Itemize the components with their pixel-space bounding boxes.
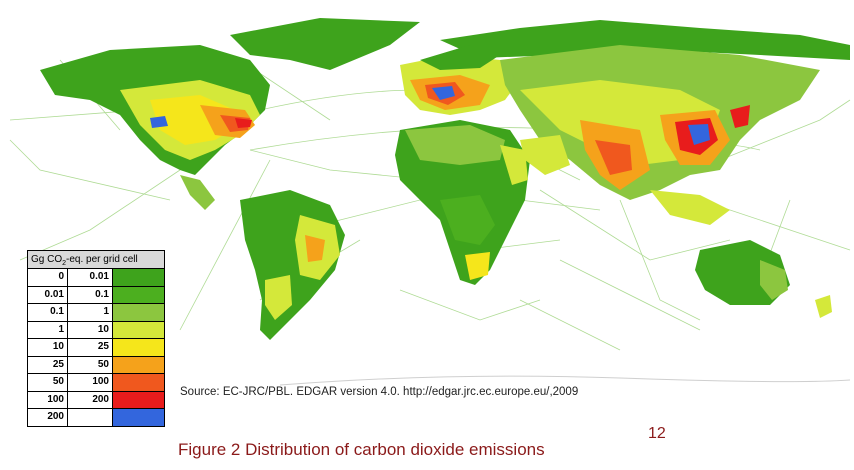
- legend-range-to: 1: [68, 304, 113, 321]
- legend-row: 1 10: [28, 321, 164, 339]
- legend-range-from: 1: [28, 321, 68, 338]
- antarctica-outline: [279, 375, 851, 386]
- legend-range-to: 25: [68, 339, 113, 356]
- legend-range-to: 50: [68, 356, 113, 373]
- asia: [500, 45, 820, 225]
- legend-range-from: 0.1: [28, 304, 68, 321]
- europe: [400, 45, 520, 115]
- africa: [395, 120, 530, 285]
- legend-row: 10 25: [28, 339, 164, 357]
- figure-caption: Figure 2 Distribution of carbon dioxide …: [178, 440, 545, 459]
- legend-range-from: 100: [28, 391, 68, 408]
- legend-range-to: 0.1: [68, 286, 113, 303]
- legend-row: 0 0.01: [28, 269, 164, 287]
- australia: [695, 240, 832, 318]
- legend-range-from: 25: [28, 356, 68, 373]
- world-emissions-map: [9, 18, 851, 386]
- legend-rows: 0 0.01 0.01 0.1 0.1 1 1 10 10 25 25 50 50 100 100 200 20…: [28, 269, 164, 426]
- legend-range-to: 0.01: [68, 269, 113, 286]
- north-america: [40, 45, 270, 210]
- legend-range-to: [68, 409, 113, 426]
- legend-range-from: 10: [28, 339, 68, 356]
- legend-color-swatch: [113, 374, 164, 391]
- legend-range-from: 0: [28, 269, 68, 286]
- legend-row: 50 100: [28, 374, 164, 392]
- legend-color-swatch: [113, 269, 164, 286]
- legend-color-swatch: [113, 409, 164, 426]
- legend-range-to: 10: [68, 321, 113, 338]
- legend-row: 0.1 1: [28, 304, 164, 322]
- legend-color-swatch: [113, 304, 164, 321]
- legend-header: Gg CO2-eq. per grid cell: [28, 251, 164, 269]
- legend-range-to: 200: [68, 391, 113, 408]
- legend-color-swatch: [113, 339, 164, 356]
- legend-color-swatch: [113, 391, 164, 408]
- legend-row: 200: [28, 409, 164, 426]
- legend-range-from: 0.01: [28, 286, 68, 303]
- legend-color-swatch: [113, 356, 164, 373]
- arctic-landmass: [230, 18, 850, 70]
- legend-row: 25 50: [28, 356, 164, 374]
- footnote-number: 12: [648, 425, 666, 442]
- legend-row: 100 200: [28, 391, 164, 409]
- legend-range-from: 50: [28, 374, 68, 391]
- emissions-legend: Gg CO2-eq. per grid cell 0 0.01 0.01 0.1 0.1…: [27, 250, 165, 427]
- south-america: [240, 190, 345, 340]
- legend-range-from: 200: [28, 409, 68, 426]
- legend-color-swatch: [113, 286, 164, 303]
- legend-color-swatch: [113, 321, 164, 338]
- legend-row: 0.01 0.1: [28, 286, 164, 304]
- source-citation: Source: EC-JRC/PBL. EDGAR version 4.0. h…: [180, 386, 579, 398]
- legend-range-to: 100: [68, 374, 113, 391]
